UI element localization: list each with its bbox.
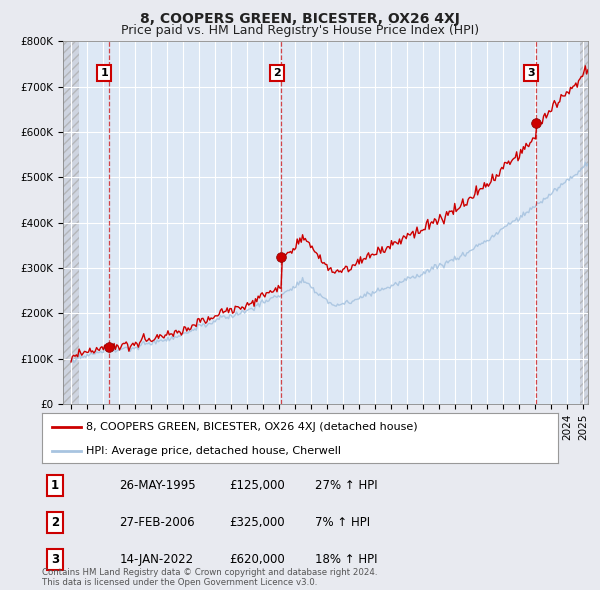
Text: 1: 1	[51, 478, 59, 492]
Text: 3: 3	[51, 553, 59, 566]
Text: 3: 3	[527, 68, 535, 78]
Bar	[63, 41, 79, 404]
Text: HPI: Average price, detached house, Cherwell: HPI: Average price, detached house, Cher…	[86, 445, 341, 455]
Text: 2: 2	[51, 516, 59, 529]
Text: 14-JAN-2022: 14-JAN-2022	[119, 553, 194, 566]
Text: 26-MAY-1995: 26-MAY-1995	[119, 478, 196, 492]
Text: 27-FEB-2006: 27-FEB-2006	[119, 516, 195, 529]
Text: £325,000: £325,000	[229, 516, 284, 529]
Text: 7% ↑ HPI: 7% ↑ HPI	[316, 516, 371, 529]
Text: Price paid vs. HM Land Registry's House Price Index (HPI): Price paid vs. HM Land Registry's House …	[121, 24, 479, 37]
Text: £125,000: £125,000	[229, 478, 284, 492]
Text: 1: 1	[101, 68, 109, 78]
Text: £620,000: £620,000	[229, 553, 284, 566]
Text: 8, COOPERS GREEN, BICESTER, OX26 4XJ: 8, COOPERS GREEN, BICESTER, OX26 4XJ	[140, 12, 460, 26]
Text: 2: 2	[273, 68, 281, 78]
Bar	[580, 41, 588, 404]
Text: 27% ↑ HPI: 27% ↑ HPI	[316, 478, 378, 492]
Text: 8, COOPERS GREEN, BICESTER, OX26 4XJ (detached house): 8, COOPERS GREEN, BICESTER, OX26 4XJ (de…	[86, 422, 418, 432]
Text: 18% ↑ HPI: 18% ↑ HPI	[316, 553, 378, 566]
Text: Contains HM Land Registry data © Crown copyright and database right 2024.
This d: Contains HM Land Registry data © Crown c…	[42, 568, 377, 587]
